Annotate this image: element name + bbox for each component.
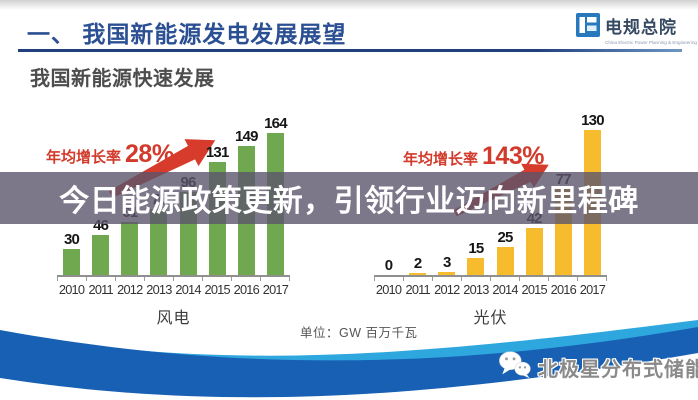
bar: [63, 249, 81, 275]
unit-note: 单位：GW 百万千瓦: [300, 326, 418, 340]
axis-tick: [462, 277, 491, 281]
logo-tagline: China Electric Power Planning & Engineer…: [605, 40, 698, 45]
x-axis-label: 2011: [88, 282, 114, 297]
axis-tick: [87, 277, 116, 281]
x-axis-label: 2015: [204, 282, 231, 297]
x-axis-label: 2013: [463, 282, 489, 297]
section-subtitle: 我国新能源快速发展: [30, 68, 215, 90]
bar-value-label: 2: [413, 254, 422, 272]
bar-column: 30: [57, 113, 86, 275]
bar-value-label: 25: [497, 229, 514, 247]
axis-tick: [145, 277, 174, 281]
x-axis-label: 2010: [58, 282, 85, 297]
x-axis-labels: 2010 2011 2012 2013 2014 2015 2016 2017: [374, 282, 607, 297]
bar-column: 3: [432, 110, 461, 275]
axis-tick: [433, 277, 462, 281]
bar-column: 0: [374, 110, 403, 275]
axis-tick: [261, 277, 290, 281]
bar: [496, 247, 514, 275]
bar: [92, 235, 110, 275]
bar-column: 15: [461, 110, 490, 275]
logo-name: 电规总院: [605, 18, 677, 37]
x-axis-label: 2010: [375, 282, 402, 297]
x-axis-label: 2013: [146, 282, 172, 297]
growth-label-text: 年均增长率: [46, 149, 122, 166]
x-axis-label: 2012: [434, 282, 460, 297]
page-title: 一、 我国新能源发电发展展望: [27, 21, 347, 47]
growth-label-text: 年均增长率: [403, 151, 479, 168]
axis-tick: [116, 277, 145, 281]
x-axis-label: 2015: [521, 282, 548, 297]
x-axis-label: 2016: [550, 282, 577, 297]
axis-tick: [578, 277, 607, 281]
ceppei-logo-icon: [576, 13, 600, 42]
axis-tick: [375, 277, 404, 281]
bar-value-label: 164: [264, 115, 287, 132]
axis-tick: [491, 277, 520, 281]
x-axis-ticks: [57, 277, 290, 281]
x-axis-ticks: [374, 277, 607, 281]
bar-value-label: 130: [581, 112, 604, 129]
headline-banner: 今日能源政策更新，引领行业迈向新里程碑: [0, 172, 698, 224]
x-axis-label: 2016: [233, 282, 260, 297]
axis-tick: [174, 277, 203, 281]
wechat-icon: [498, 349, 532, 385]
axis-tick: [549, 277, 578, 281]
bar: [525, 228, 543, 275]
axis-tick: [58, 277, 87, 281]
bar-column: 2: [403, 110, 432, 275]
x-axis-label: 2017: [579, 282, 606, 297]
axis-tick: [404, 277, 433, 281]
axis-tick: [520, 277, 549, 281]
bar: [150, 209, 168, 275]
bar: [438, 271, 456, 275]
headline-text: 今日能源政策更新，引领行业迈向新里程碑: [59, 185, 639, 218]
x-axis-label: 2014: [492, 282, 518, 297]
bar-value-label: 3: [443, 253, 451, 271]
bar-value-label: 149: [234, 128, 258, 145]
bar-column: 25: [491, 110, 520, 275]
ceppei-logo: 电规总院 China Electric Power Planning & Eng…: [576, 13, 698, 45]
bar: [121, 222, 139, 275]
x-axis-label: 2014: [175, 282, 201, 297]
bar-value-label: 0: [384, 257, 393, 274]
watermark-text: 北极星分布式储能: [538, 358, 698, 381]
bottom-swoosh-decoration: [0, 320, 698, 398]
axis-tick: [232, 277, 261, 281]
bar: [409, 272, 427, 275]
x-axis-label: 2012: [117, 282, 143, 297]
bar-value-label: 131: [205, 143, 229, 161]
bar-value-label: 15: [468, 240, 484, 258]
x-axis-label: 2011: [405, 282, 431, 297]
chart-title: 风电: [156, 310, 191, 327]
bar: [467, 258, 485, 275]
header-divider: [18, 49, 682, 52]
x-axis-label: 2017: [262, 282, 289, 297]
top-edge-shadow: [0, 0, 698, 10]
x-axis-labels: 2010 2011 2012 2013 2014 2015 2016 2017: [57, 282, 290, 297]
watermark: 北极星分布式储能: [498, 349, 698, 385]
axis-tick: [203, 277, 232, 281]
bar-value-label: 30: [64, 231, 80, 249]
chart-title: 光伏: [473, 310, 508, 327]
